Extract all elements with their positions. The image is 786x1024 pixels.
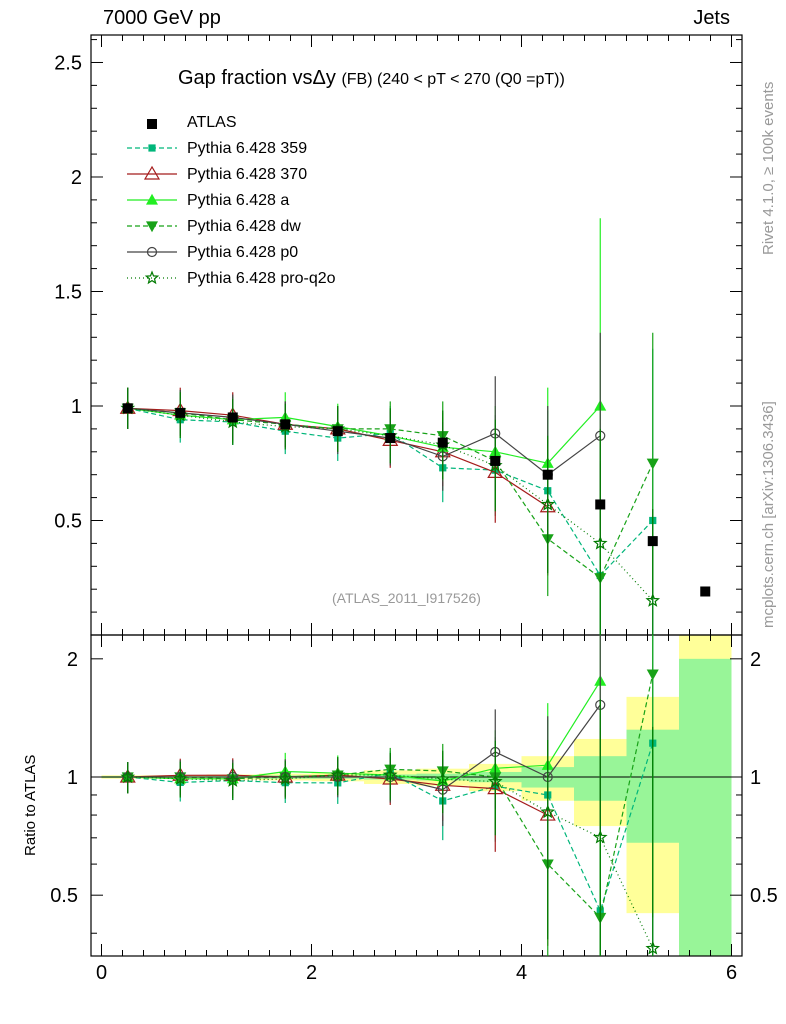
ratio-tick-label-right-0: 0.5 (750, 885, 778, 907)
tick-labels: 0 2 4 6 0.5 1 1.5 2 2.5 0.5 0.5 1 1 2 2 (50, 52, 778, 984)
atlas-data-point (175, 407, 186, 418)
y-tick-label-4: 2.5 (54, 52, 82, 74)
series-2-main-line (127, 405, 601, 464)
series-4-main-line (127, 407, 601, 476)
series-5-ratio-point (330, 767, 346, 782)
legend-label-359: Pythia 6.428 359 (187, 140, 308, 157)
atlas-data-point (647, 536, 658, 547)
rivet-label: Rivet 4.1.0, ≥ 100k events (760, 81, 777, 255)
legend-label-dw: Pythia 6.428 dw (187, 218, 301, 235)
legend-label-p0: Pythia 6.428 p0 (187, 244, 299, 261)
legend-marker-atlas (147, 119, 157, 129)
series-5-ratio-point (487, 773, 503, 788)
series-2 (121, 218, 607, 956)
legend-marker-2 (145, 193, 159, 205)
ratio-uncertainty-bands (101, 635, 732, 956)
series-5-point (592, 535, 608, 550)
legend-marker-5 (144, 270, 160, 285)
series-5 (120, 387, 661, 956)
series-4-ratio-line (127, 704, 601, 791)
mc-curves (119, 218, 661, 956)
data-points (122, 403, 711, 597)
ratio-tick-label-right-1: 1 (750, 767, 761, 789)
series-5-ratio-point (592, 829, 608, 844)
legend-label-pro-q2o: Pythia 6.428 pro-q2o (187, 270, 336, 287)
legend-marker-4 (146, 246, 158, 258)
axis-ticks (91, 35, 742, 956)
series-5-ratio-point (120, 769, 136, 784)
ratio-tick-label-left-0: 0.5 (50, 885, 78, 907)
y-tick-label-2: 1.5 (54, 281, 82, 303)
atlas-data-point (280, 419, 291, 430)
mcplots-label: mcplots.cern.ch [arXiv:1306.3436] (760, 401, 777, 628)
energy-label: 7000 GeV pp (103, 7, 221, 29)
legend-label-a: Pythia 6.428 a (187, 192, 290, 209)
series-5-ratio-point (645, 940, 661, 955)
series-1 (119, 387, 556, 946)
atlas-data-point (122, 403, 133, 414)
series-2-ratio-line (127, 680, 601, 782)
legend-marker-3 (145, 221, 159, 233)
y-tick-label-3: 2 (71, 167, 82, 189)
atlas-data-point (542, 469, 553, 480)
atlas-data-point (385, 433, 396, 444)
atlas-data-point (227, 412, 238, 423)
x-tick-label-1: 2 (306, 962, 317, 984)
atlas-data-point (700, 586, 711, 597)
legend-label-370: Pythia 6.428 370 (187, 166, 308, 183)
ratio-tick-label-left-2: 2 (67, 649, 78, 671)
series-3-main-line (127, 407, 654, 579)
atlas-data-point (437, 437, 448, 448)
title-detail: (FB) (240 < pT < 270 (Q0 =pT)) (341, 71, 565, 88)
y-tick-label-0: 0.5 (54, 510, 82, 532)
legend-label-atlas: ATLAS (187, 114, 237, 131)
process-label: Jets (693, 7, 730, 29)
x-tick-label-3: 6 (726, 962, 737, 984)
atlas-data-point (595, 499, 606, 510)
legend-markers (127, 119, 177, 285)
ratio-tick-label-right-2: 2 (750, 649, 761, 671)
ratio-tick-label-left-1: 1 (67, 767, 78, 789)
series-5-ratio-point (277, 771, 293, 786)
series-5-ratio-point (225, 772, 241, 787)
series-0-ratio-line (127, 743, 654, 913)
series-3-ratio-point (646, 669, 659, 681)
analysis-reference: (ATLAS_2011_I917526) (332, 590, 481, 606)
x-tick-label-2: 4 (516, 962, 527, 984)
series-5-ratio-point (435, 771, 451, 786)
x-tick-label-0: 0 (96, 962, 107, 984)
series-3-point (646, 458, 659, 470)
atlas-data-point (490, 455, 501, 466)
series-5-point (645, 592, 661, 607)
legend-marker-1 (143, 165, 161, 180)
series-5-point (540, 496, 556, 511)
title-main: Gap fraction vsΔy (178, 67, 336, 89)
legend-marker-0 (148, 144, 156, 152)
band-green-11 (679, 658, 732, 956)
series-5-ratio-point (172, 771, 188, 785)
chart-title: Gap fraction vsΔy (FB) (240 < pT < 270 (… (178, 67, 565, 90)
y-tick-label-1: 1 (71, 396, 82, 418)
ratio-axis-label: Ratio to ATLAS (22, 754, 39, 856)
series-5-ratio-line (127, 774, 654, 949)
series-5-ratio-point (382, 767, 398, 782)
series-5-ratio-point (540, 804, 556, 819)
atlas-data-point (332, 426, 343, 437)
